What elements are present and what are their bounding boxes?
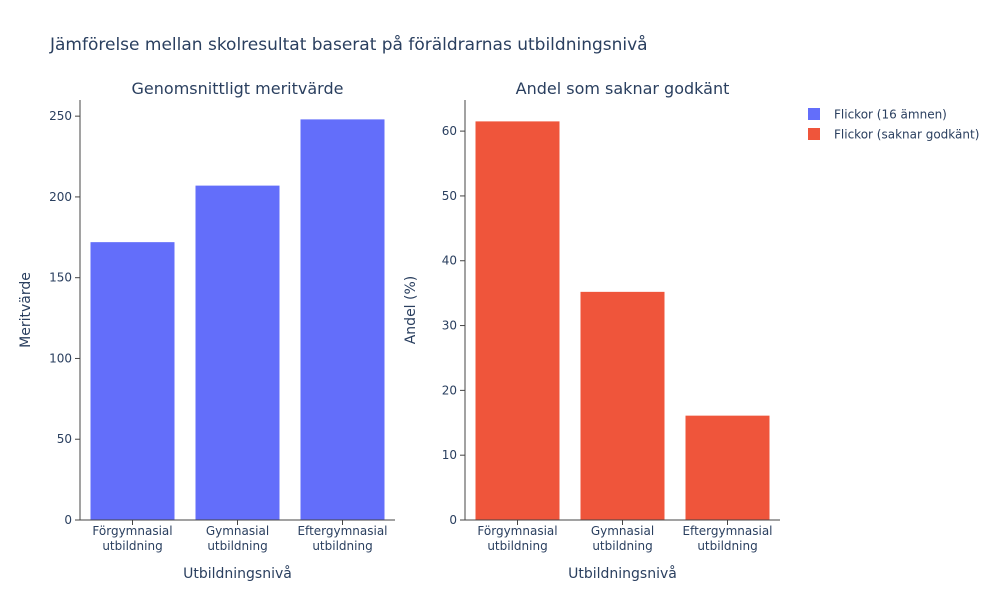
y-tick-label: 100 <box>49 351 72 365</box>
y-tick-label: 60 <box>442 124 457 138</box>
x-tick-label: Förgymnasial utbildning <box>92 524 172 553</box>
legend-item[interactable]: Flickor (16 ämnen) <box>808 108 947 122</box>
bar-1[interactable]: Flickor (saknar godkänt): 61.5 <box>475 121 560 520</box>
bar-3[interactable]: Flickor (16 ämnen): 248 <box>300 119 385 520</box>
legend-item[interactable]: Flickor (saknar godkänt) <box>808 128 979 142</box>
y-tick-label: 250 <box>49 109 72 123</box>
x-tick-label: Förgymnasial utbildning <box>477 524 557 553</box>
y-axis-title: Meritvärde <box>18 272 34 348</box>
x-tick-label: Eftergymnasial utbildning <box>297 524 387 553</box>
bar-2[interactable]: Flickor (16 ämnen): 207 <box>195 185 280 520</box>
y-tick-label: 30 <box>442 319 457 333</box>
plots-layer: Genomsnittligt meritvärde Flickor (16 ämn… <box>18 79 780 582</box>
y-tick-label: 50 <box>57 432 72 446</box>
y-tick-label: 40 <box>442 254 457 268</box>
chart-title: Jämförelse mellan skolresultat baserat p… <box>49 34 648 55</box>
bar-3[interactable]: Flickor (saknar godkänt): 16.1 <box>685 415 770 520</box>
y-tick-label: 10 <box>442 448 457 462</box>
y-axis-title: Andel (%) <box>403 276 419 345</box>
legend-label: Flickor (saknar godkänt) <box>834 128 979 142</box>
x-tick-label: Gymnasial utbildning <box>206 524 269 553</box>
y-tick-label: 20 <box>442 383 457 397</box>
y-tick-label: 150 <box>49 271 72 285</box>
legend-swatch <box>808 128 820 140</box>
y-tick-label: 0 <box>64 513 72 527</box>
y-tick-label: 50 <box>442 189 457 203</box>
legend-label: Flickor (16 ämnen) <box>834 108 947 122</box>
legend-swatch <box>808 108 820 120</box>
legend[interactable]: Flickor (16 ämnen) Flickor (saknar godkän… <box>808 108 979 142</box>
bar-2[interactable]: Flickor (saknar godkänt): 35.2 <box>580 291 665 520</box>
subplot-1: Genomsnittligt meritvärde Flickor (16 ämn… <box>18 79 395 582</box>
subplot-2: Andel som saknar godkänt Flickor (saknar … <box>403 79 780 582</box>
bar-1[interactable]: Flickor (16 ämnen): 172 <box>90 242 175 520</box>
x-tick-label: Eftergymnasial utbildning <box>682 524 772 553</box>
subplot-title: Genomsnittligt meritvärde <box>132 79 344 98</box>
y-tick-label: 0 <box>449 513 457 527</box>
y-tick-label: 200 <box>49 190 72 204</box>
x-axis-title: Utbildningsnivå <box>183 565 292 582</box>
x-tick-label: Gymnasial utbildning <box>591 524 654 553</box>
subplot-title: Andel som saknar godkänt <box>516 79 730 98</box>
x-axis-title: Utbildningsnivå <box>568 565 677 582</box>
